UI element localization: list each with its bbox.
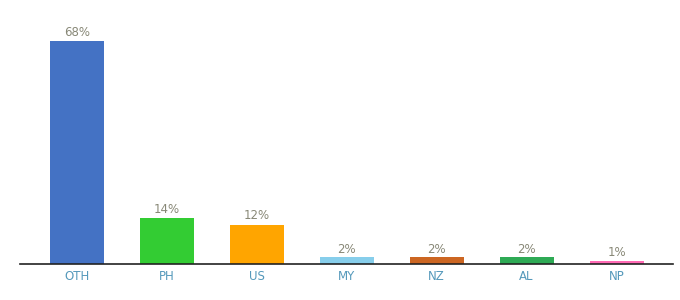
Text: 2%: 2% (428, 243, 446, 256)
Bar (410, 257, 464, 264)
Bar (320, 257, 374, 264)
Text: 1%: 1% (607, 246, 626, 259)
Text: 68%: 68% (64, 26, 90, 39)
Bar (500, 257, 554, 264)
Bar (50, 41, 104, 264)
Text: 2%: 2% (337, 243, 356, 256)
Bar (140, 218, 194, 264)
Text: 12%: 12% (244, 209, 270, 222)
Bar (230, 225, 284, 264)
Text: 14%: 14% (154, 202, 180, 215)
Text: 2%: 2% (517, 243, 536, 256)
Bar (590, 261, 643, 264)
